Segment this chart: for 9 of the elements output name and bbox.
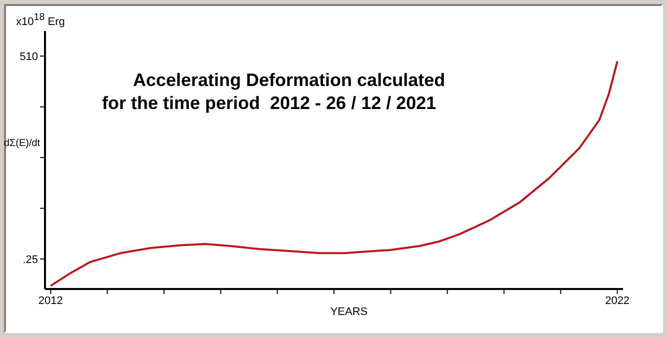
text: x10$^{18}$ Erg (16, 12, 65, 28)
line-series (50, 60, 618, 287)
y-tick-label: .25 (22, 254, 38, 266)
x-tick-label: 2022 (605, 294, 630, 307)
y-tick-label: 510 (20, 50, 38, 63)
x-tick-label: 2012 (38, 294, 63, 307)
text: Accelerating Deformation calculated for the time period 2012 - 26 / 12 / 2021 (102, 70, 446, 113)
y-axis-title: dΣ(E)/dt (4, 138, 40, 149)
x-axis-title: YEARS (330, 306, 368, 318)
